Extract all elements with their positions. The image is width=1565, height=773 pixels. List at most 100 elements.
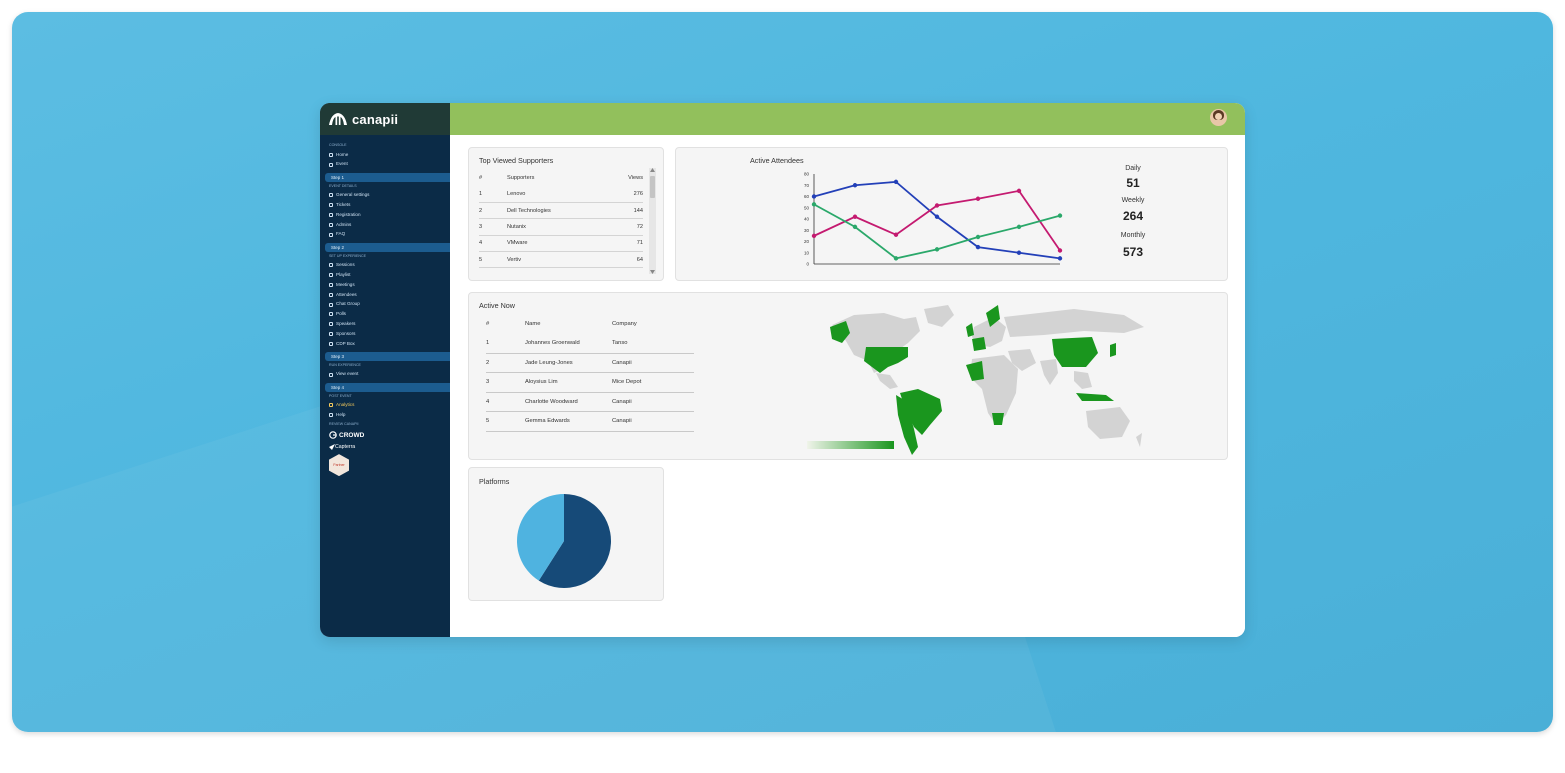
top-supporters-card: Top Viewed Supporters # Supporters Views…	[468, 147, 664, 281]
faq-icon	[329, 232, 333, 237]
platforms-title: Platforms	[479, 477, 510, 486]
sidebar-item-cdp-box[interactable]: CDP Box	[320, 339, 450, 349]
series-line	[813, 180, 1061, 260]
sidebar-item-registration[interactable]: Registration	[320, 210, 450, 220]
key-icon	[329, 222, 333, 227]
avatar[interactable]	[1210, 109, 1227, 126]
data-point	[893, 179, 899, 185]
sidebar-item-sessions[interactable]: Sessions	[320, 261, 450, 271]
meetings-icon	[329, 283, 333, 288]
sidebar-item-label: Registration	[336, 211, 361, 217]
step-tab[interactable]: Step 2	[325, 242, 450, 252]
sidebar-item-label: FAQ	[336, 231, 346, 237]
sidebar-item-general-settings[interactable]: General settings	[320, 191, 450, 201]
weekly-label: Weekly	[1121, 197, 1145, 204]
scroll-down-icon[interactable]	[650, 270, 655, 274]
playlist-icon	[329, 273, 333, 278]
sidebar-item-speakers[interactable]: Speakers	[320, 319, 450, 329]
sidebar-item-analytics[interactable]: Analytics	[320, 401, 450, 411]
sidebar-item-label: Event	[336, 161, 348, 167]
table-row[interactable]: 3 Nutanix 72	[479, 218, 643, 236]
table-cell: 5	[486, 411, 525, 432]
sidebar-item-view-event[interactable]: View event	[320, 370, 450, 380]
sidebar-item-sponsors[interactable]: Sponsors	[320, 329, 450, 339]
column-header: #	[479, 175, 483, 182]
step-tab[interactable]: Step 1	[325, 172, 450, 182]
capterra-badge[interactable]: Capterra	[329, 441, 450, 452]
table-row[interactable]: 4 Charlotte Woodward Canapii	[486, 392, 694, 412]
table-cell: Canapii	[612, 392, 694, 412]
sidebar-item-admins[interactable]: Admins	[320, 220, 450, 230]
table-row[interactable]: 2 Dell Technologies 144	[479, 202, 643, 220]
sidebar-item-tickets[interactable]: Tickets	[320, 200, 450, 210]
table-cell: Canapii	[612, 353, 694, 373]
sidebar-item-meetings[interactable]: Meetings	[320, 280, 450, 290]
map-south-america-west	[896, 395, 918, 455]
map-mexico	[876, 373, 898, 389]
table-row[interactable]: 1 Johannes Groenwald Tanso	[486, 333, 694, 354]
app-window: canapii Console Home Event Step 1 Event Deta…	[320, 103, 1245, 637]
ticket-icon	[329, 203, 333, 208]
map-scandinavia	[986, 305, 1000, 327]
brand[interactable]: canapii	[320, 103, 450, 135]
table-cell: 144	[613, 202, 643, 220]
y-tick-label: 50	[804, 205, 810, 210]
data-point	[893, 256, 899, 261]
table-row[interactable]: 1 Lenovo 276	[479, 186, 643, 204]
table-cell: 3	[486, 372, 525, 393]
table-cell: 5	[479, 251, 507, 269]
sidebar-item-label: Analytics	[336, 402, 355, 408]
step-tab[interactable]: Step 4	[325, 382, 450, 392]
active-attendees-card: Active Attendees 0 10 20 30 40 50 60 70 80 Daily…	[675, 147, 1228, 281]
sidebar-item-polls[interactable]: Polls	[320, 310, 450, 320]
scroll-up-icon[interactable]	[650, 168, 655, 172]
sidebar-section-header: Set Up Experience	[329, 253, 367, 258]
map-uk	[966, 323, 974, 337]
data-point	[811, 233, 817, 239]
scrollbar-thumb[interactable]	[650, 176, 655, 198]
sidebar-item-label: Meetings	[336, 281, 355, 287]
step-tab[interactable]: Step 3	[325, 351, 450, 361]
polls-icon	[329, 312, 333, 317]
monthly-label: Monthly	[1120, 232, 1146, 239]
data-point	[1057, 213, 1063, 218]
y-tick-label: 30	[804, 228, 810, 233]
table-row[interactable]: 5 Vertiv 64	[479, 251, 643, 269]
sidebar-item-home[interactable]: Home	[320, 150, 450, 160]
active-attendees-title: Active Attendees	[750, 156, 804, 165]
sponsors-icon	[329, 332, 333, 337]
platforms-pie-chart	[517, 494, 611, 588]
map-india	[1040, 359, 1058, 385]
form-icon	[329, 213, 333, 218]
map-russia	[1004, 309, 1144, 337]
sidebar-item-label: Polls	[336, 311, 346, 317]
sidebar-item-playlist[interactable]: Playlist	[320, 270, 450, 280]
sidebar-section-header: Event Details	[329, 183, 357, 188]
table-row[interactable]: 4 VMware 71	[479, 235, 643, 252]
table-cell: Dell Technologies	[507, 202, 613, 220]
table-row[interactable]: 2 Jade Leung-Jones Canapii	[486, 353, 694, 373]
partner-badge[interactable]: Partner	[329, 454, 349, 477]
data-point	[975, 196, 981, 201]
data-point	[975, 244, 981, 250]
column-header: Name	[525, 320, 541, 327]
sidebar-item-label: Attendees	[336, 291, 357, 297]
table-row[interactable]: 3 Aloysius Lim Mice Depot	[486, 372, 694, 393]
data-point	[1057, 256, 1063, 261]
sidebar-item-help[interactable]: Help	[320, 410, 450, 420]
top-supporters-title: Top Viewed Supporters	[479, 156, 554, 165]
sidebar-item-event[interactable]: Event	[320, 160, 450, 170]
table-row[interactable]: 5 Gemma Edwards Canapii	[486, 411, 694, 432]
sidebar-item-faq[interactable]: FAQ	[320, 230, 450, 240]
data-point	[934, 247, 940, 252]
data-point	[975, 234, 981, 240]
table-cell: 2	[486, 353, 525, 373]
active-attendees-line-chart: 0 10 20 30 40 50 60 70 80	[804, 172, 1063, 267]
sidebar-item-chat-group[interactable]: Chat Group	[320, 300, 450, 310]
sidebar-section-header: Console	[329, 143, 347, 147]
data-point	[1016, 188, 1022, 194]
supporters-scrollbar[interactable]	[649, 168, 656, 274]
sidebar-item-attendees[interactable]: Attendees	[320, 290, 450, 300]
g2-crowd-badge[interactable]: CROWD	[329, 429, 450, 441]
help-icon	[329, 413, 333, 418]
